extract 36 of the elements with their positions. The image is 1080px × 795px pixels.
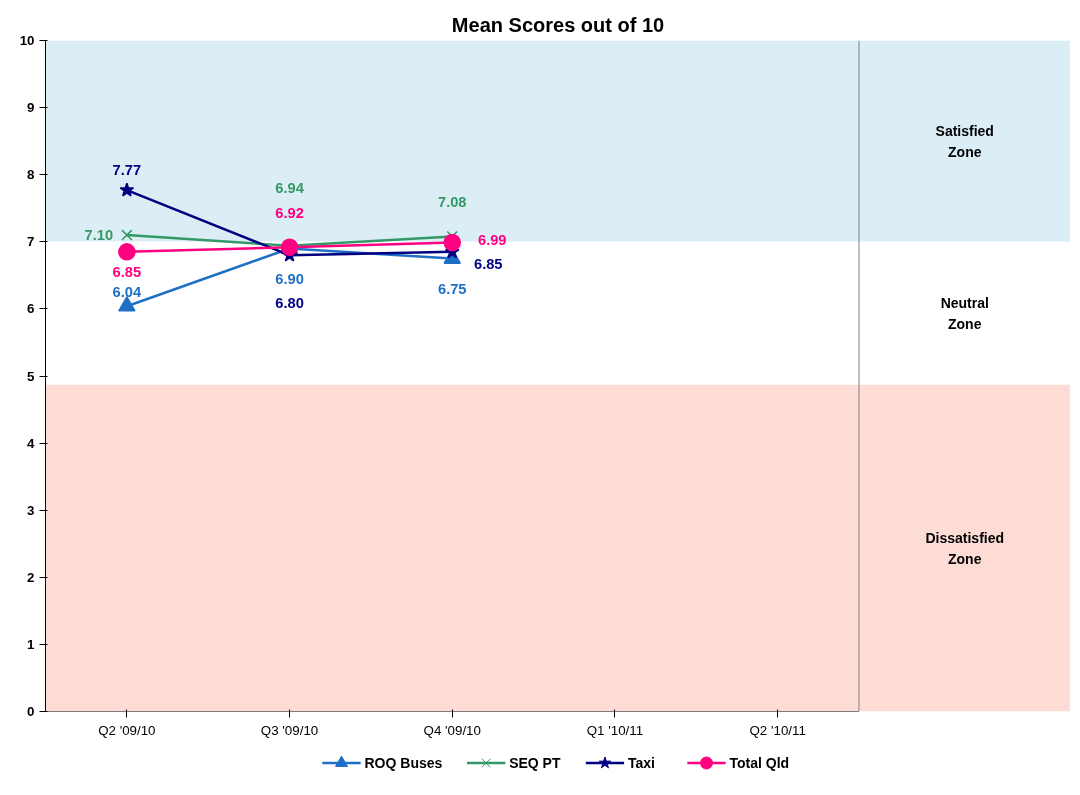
y-tick-label: 4 — [27, 435, 36, 451]
data-label: 6.04 — [112, 284, 142, 301]
data-label: 6.80 — [275, 295, 304, 312]
y-tick-label: 5 — [27, 368, 36, 384]
y-tick-label: 2 — [27, 569, 35, 585]
y-tick-label: 7 — [27, 234, 35, 250]
y-tick-label: 0 — [27, 704, 35, 719]
y-tick-label: 9 — [27, 100, 35, 116]
data-label: 6.94 — [275, 179, 305, 196]
x-tick-label: Q2 '10/11 — [749, 722, 806, 738]
data-label: 7.77 — [112, 162, 142, 179]
data-label: 6.85 — [473, 255, 503, 272]
data-label: 6.92 — [275, 205, 304, 222]
legend-label: SEQ PT — [509, 755, 561, 771]
data-label: 7.08 — [437, 194, 467, 211]
data-label: 6.85 — [112, 263, 142, 280]
x-tick-label: Q1 '10/11 — [586, 722, 644, 738]
x-tick-label: Q3 '09/10 — [260, 722, 319, 738]
band-label: Dissatisfied Zone — [925, 529, 1005, 567]
data-label: 7.10 — [84, 227, 114, 244]
band-label: Satisfied Zone — [935, 122, 994, 160]
legend-label: Total Qld — [729, 755, 790, 771]
y-tick-label: 1 — [27, 636, 36, 652]
band-label: Neutral Zone — [940, 294, 989, 332]
chart-title: Mean Scores out of 10 — [451, 13, 665, 36]
y-tick-label: 8 — [27, 167, 35, 183]
data-label: 6.90 — [275, 270, 304, 287]
x-tick-label: Q4 '09/10 — [423, 722, 481, 738]
y-tick-label: 6 — [27, 301, 35, 317]
data-label: 6.75 — [437, 280, 467, 297]
legend-label: Taxi — [627, 755, 655, 771]
y-tick-label: 3 — [27, 502, 35, 518]
x-tick-label: Q2 '09/10 — [98, 722, 156, 738]
legend-label: ROQ Buses — [364, 755, 443, 771]
y-tick-label: 10 — [19, 33, 35, 48]
data-label: 6.99 — [477, 232, 507, 249]
